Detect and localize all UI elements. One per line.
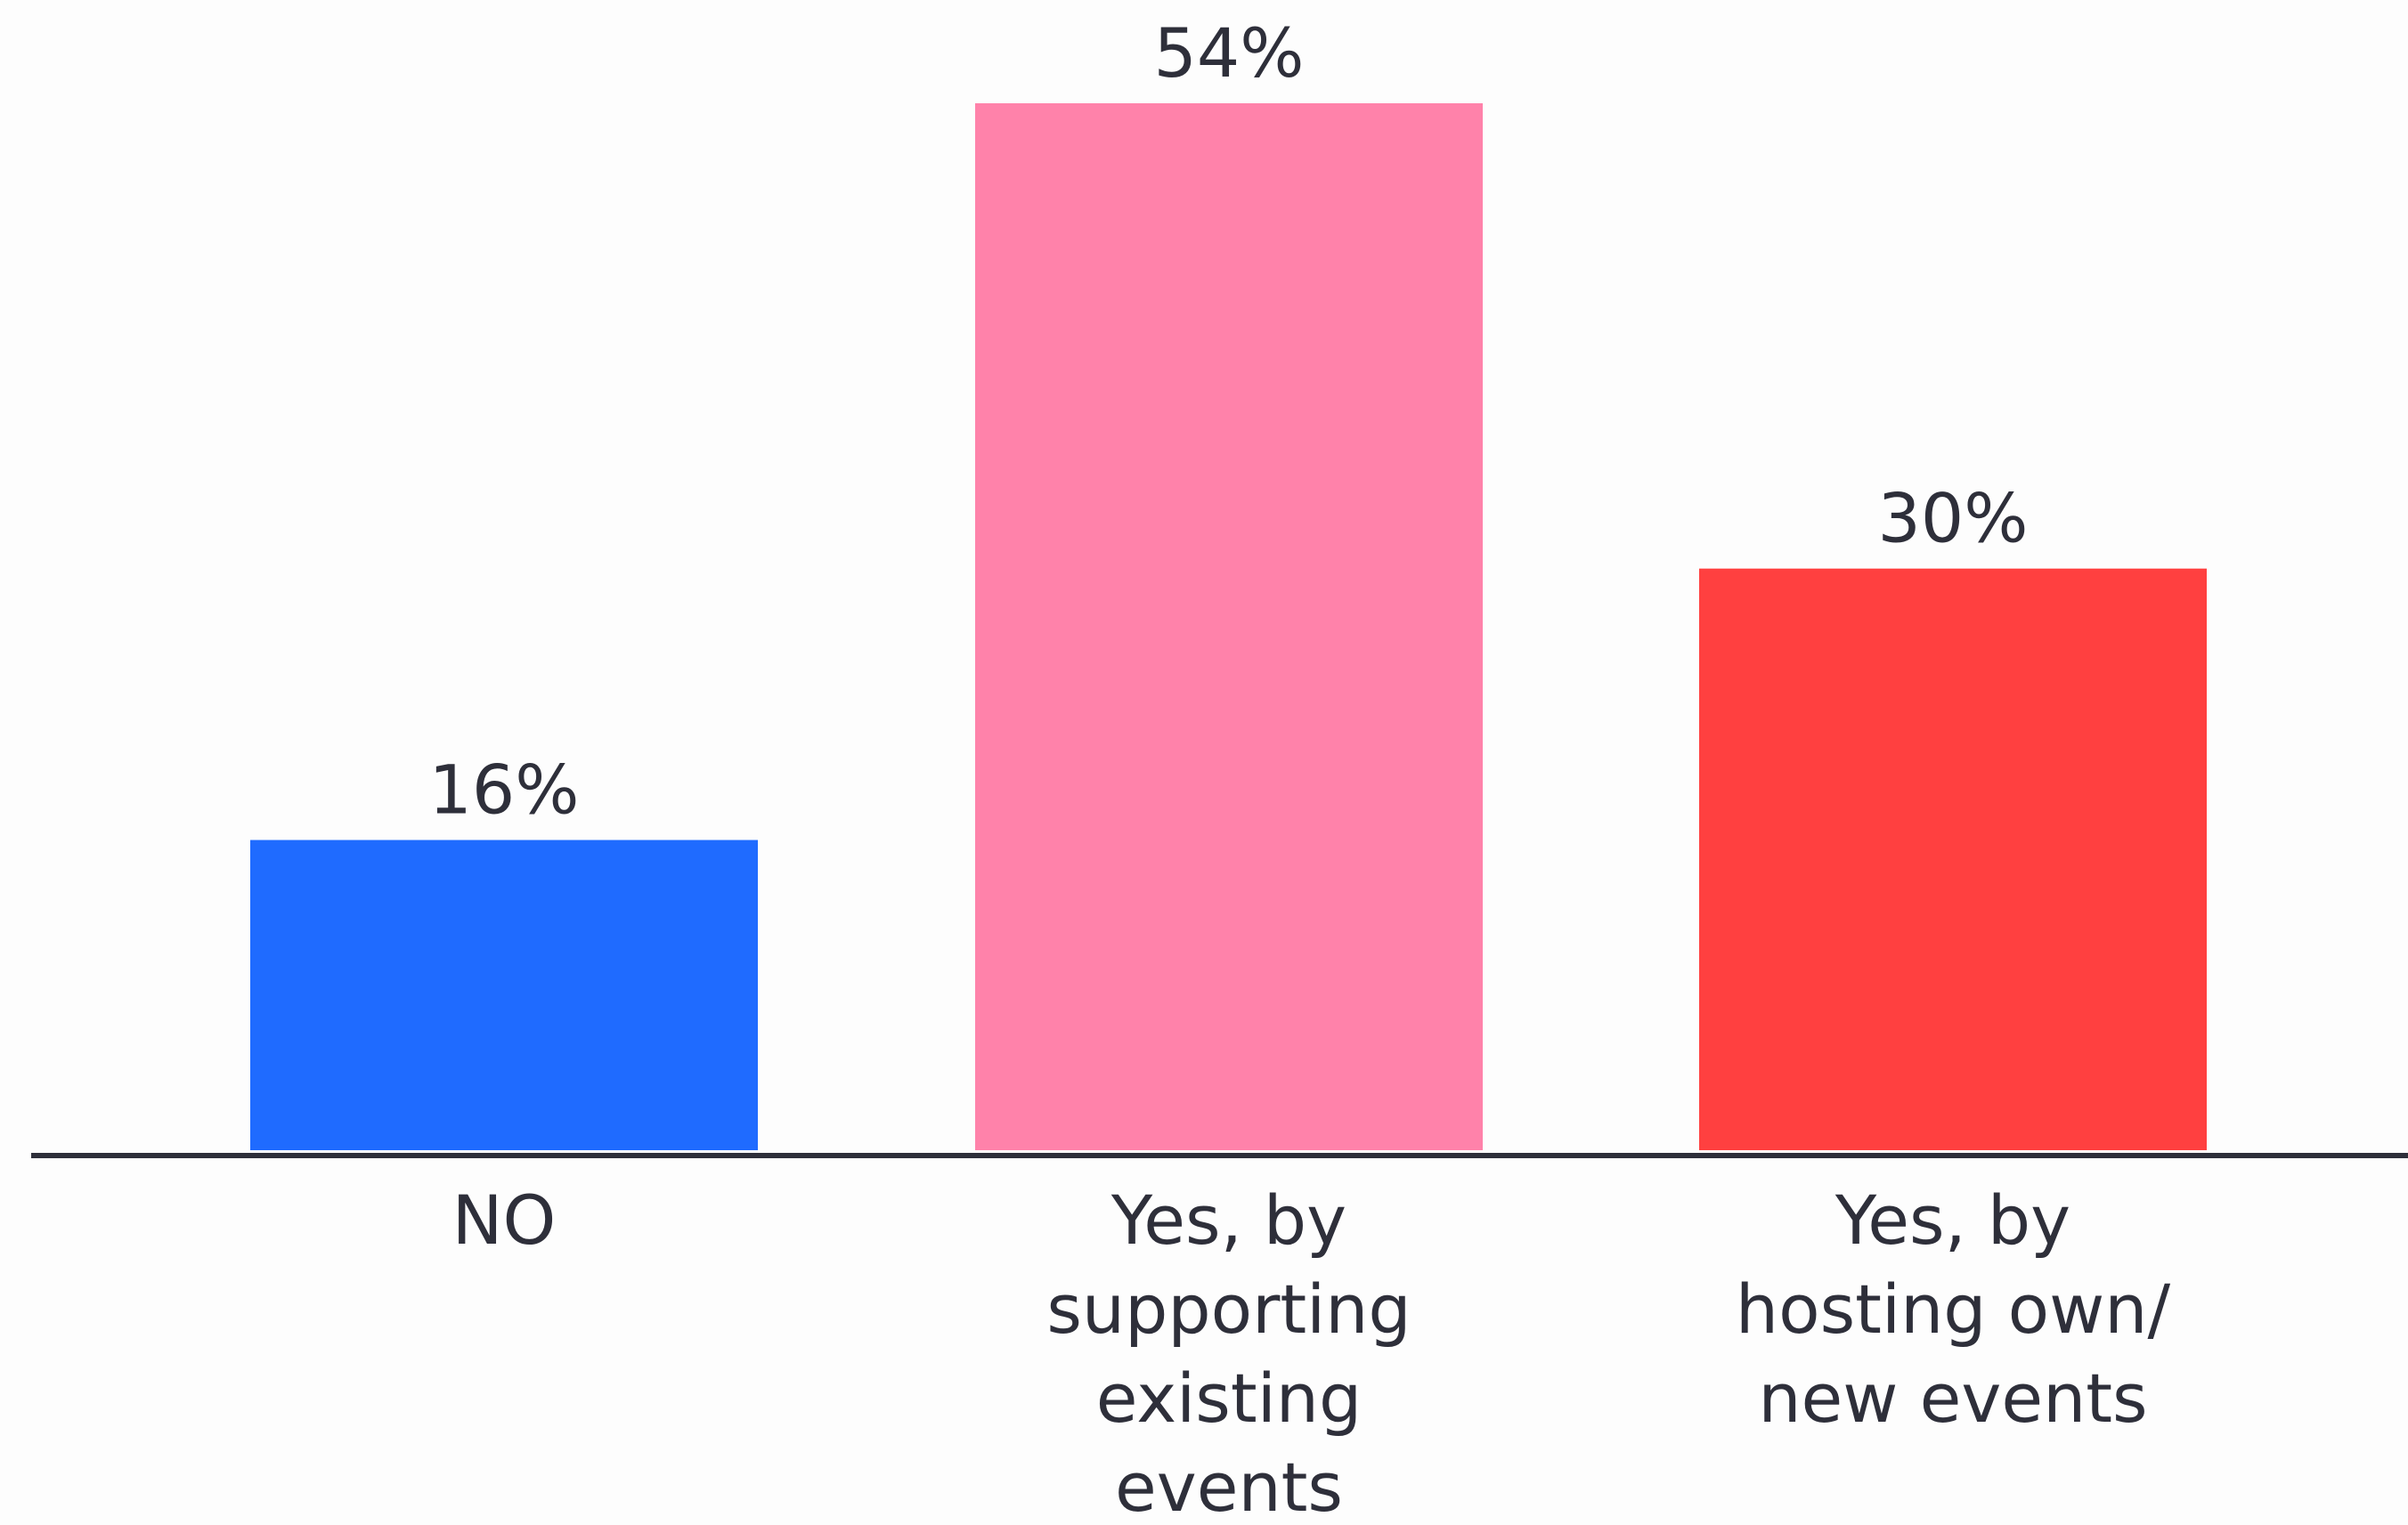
bar-1 (250, 840, 758, 1150)
category-label-2: Yes, by supporting existing events (1046, 1180, 1411, 1525)
category-label-line: Yes, by (1110, 1180, 1346, 1260)
category-label-line: events (1115, 1448, 1343, 1525)
category-label-line: new events (1758, 1359, 2147, 1438)
bar-3 (1699, 568, 2207, 1150)
value-label-3: 30% (1878, 479, 2029, 558)
category-label-line: hosting own/ (1736, 1269, 2171, 1349)
category-label-line: existing (1096, 1359, 1362, 1438)
value-label-2: 54% (1154, 13, 1305, 93)
bars-group (250, 103, 2207, 1150)
category-label-1: NO (452, 1180, 557, 1260)
category-label-line: NO (452, 1180, 557, 1260)
value-labels-group: 16% 54% 30% (429, 13, 2029, 830)
category-label-line: Yes, by (1834, 1180, 2070, 1260)
value-label-1: 16% (429, 750, 580, 830)
category-label-3: Yes, by hosting own/new events (1736, 1180, 2171, 1438)
category-label-line: supporting (1046, 1269, 1411, 1349)
bar-2 (975, 103, 1483, 1150)
